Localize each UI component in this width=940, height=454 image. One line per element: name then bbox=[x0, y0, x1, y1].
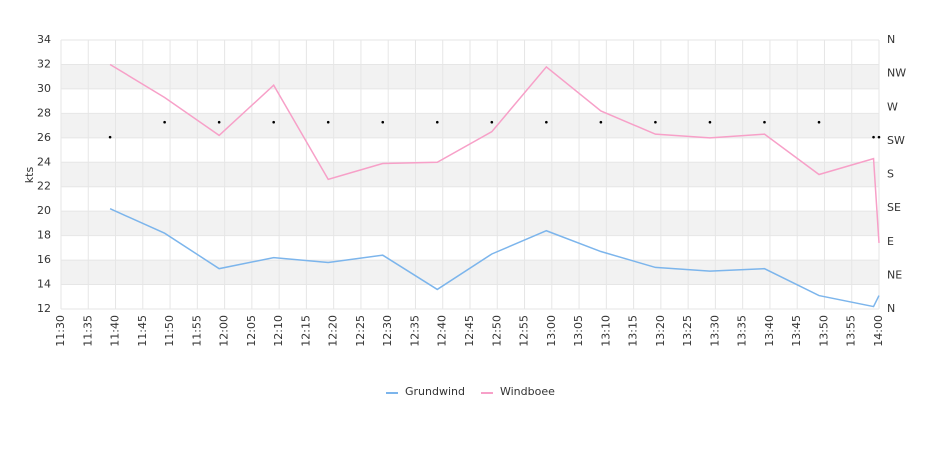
x-tick-label: 12:40 bbox=[436, 315, 449, 347]
x-tick-label: 11:50 bbox=[163, 315, 176, 347]
x-tick-label: 12:30 bbox=[381, 315, 394, 347]
direction-point bbox=[435, 120, 439, 124]
x-tick-label: 13:10 bbox=[599, 315, 612, 347]
y2-tick-label: W bbox=[887, 100, 898, 113]
x-tick-label: 13:05 bbox=[572, 315, 585, 347]
x-tick-label: 13:25 bbox=[681, 315, 694, 347]
x-tick-label: 12:50 bbox=[490, 315, 503, 347]
y-tick-label: 24 bbox=[37, 155, 51, 168]
y-tick-label: 16 bbox=[37, 253, 51, 266]
y2-tick-label: N bbox=[887, 33, 895, 46]
x-tick-label: 12:20 bbox=[327, 315, 340, 347]
x-tick-label: 11:55 bbox=[190, 315, 203, 347]
y2-tick-label: SE bbox=[887, 201, 901, 214]
x-tick-label: 11:45 bbox=[136, 315, 149, 347]
direction-point bbox=[599, 120, 603, 124]
x-tick-label: 12:15 bbox=[299, 315, 312, 347]
direction-point bbox=[872, 135, 875, 139]
y2-tick-label: NE bbox=[887, 268, 902, 281]
y-tick-label: 22 bbox=[37, 180, 51, 193]
direction-point bbox=[708, 120, 712, 124]
x-tick-label: 12:05 bbox=[245, 315, 258, 347]
y-tick-label: 18 bbox=[37, 229, 51, 242]
x-tick-label: 13:30 bbox=[708, 315, 721, 347]
x-tick-label: 12:55 bbox=[518, 315, 531, 347]
series-line bbox=[109, 63, 880, 244]
direction-point bbox=[381, 120, 385, 124]
x-tick-label: 11:40 bbox=[109, 315, 122, 347]
direction-point bbox=[877, 135, 881, 139]
series-line bbox=[109, 208, 880, 308]
x-tick-label: 13:35 bbox=[736, 315, 749, 347]
x-tick-label: 13:50 bbox=[817, 315, 830, 347]
direction-point bbox=[163, 120, 166, 124]
x-tick-label: 13:45 bbox=[790, 315, 803, 347]
y2-tick-label: N bbox=[887, 302, 895, 315]
legend-label: Grundwind bbox=[405, 385, 465, 398]
x-tick-label: 13:00 bbox=[545, 315, 558, 347]
direction-point bbox=[763, 120, 766, 124]
y-axis-label: kts bbox=[23, 167, 36, 184]
y-tick-label: 32 bbox=[37, 57, 51, 70]
x-tick-label: 12:10 bbox=[272, 315, 285, 347]
y-tick-label: 28 bbox=[37, 106, 51, 119]
direction-point bbox=[545, 120, 548, 124]
y2-tick-label: NW bbox=[887, 67, 906, 80]
direction-point bbox=[108, 135, 112, 139]
y2-tick-label: S bbox=[887, 168, 894, 181]
y-tick-label: 20 bbox=[37, 204, 51, 217]
x-tick-label: 13:40 bbox=[763, 315, 776, 347]
y-tick-label: 12 bbox=[37, 302, 51, 315]
direction-point bbox=[326, 120, 330, 124]
x-tick-label: 13:15 bbox=[627, 315, 640, 347]
x-tick-label: 11:35 bbox=[81, 315, 94, 347]
x-tick-label: 12:25 bbox=[354, 315, 367, 347]
direction-point bbox=[817, 120, 821, 124]
y2-tick-label: SW bbox=[887, 134, 905, 147]
x-tick-label: 11:30 bbox=[54, 315, 67, 347]
x-tick-label: 12:00 bbox=[218, 315, 231, 347]
direction-point bbox=[272, 120, 275, 124]
x-tick-label: 13:55 bbox=[845, 315, 858, 347]
x-tick-label: 12:35 bbox=[408, 315, 421, 347]
y-tick-label: 14 bbox=[37, 278, 51, 291]
x-tick-label: 13:20 bbox=[654, 315, 667, 347]
y2-tick-label: E bbox=[887, 235, 894, 248]
x-tick-label: 14:00 bbox=[872, 315, 885, 347]
y-tick-label: 26 bbox=[37, 131, 51, 144]
direction-point bbox=[490, 120, 494, 124]
direction-point bbox=[654, 120, 657, 124]
y-tick-label: 30 bbox=[37, 82, 51, 95]
legend-label: Windboee bbox=[500, 385, 555, 398]
x-tick-label: 12:45 bbox=[463, 315, 476, 347]
direction-point bbox=[217, 120, 221, 124]
y-tick-label: 34 bbox=[37, 33, 51, 46]
